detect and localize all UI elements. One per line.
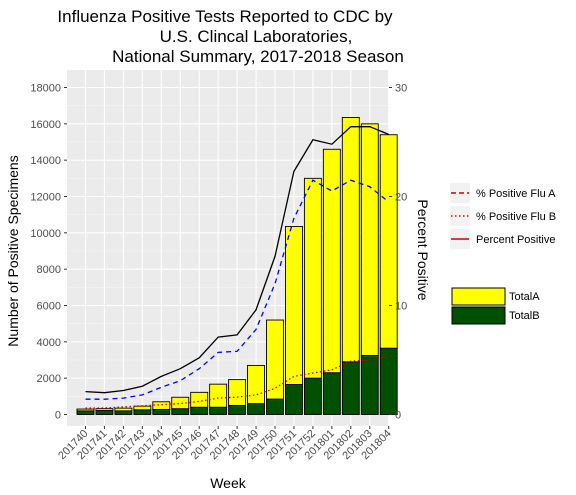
legend-bar-swatch [451, 287, 506, 306]
y-tick-label: 0 [55, 410, 61, 422]
x-axis-ticks: 2017402017412017422017432017442017452017… [56, 426, 394, 462]
chart-title-line-1: Influenza Positive Tests Reported to CDC… [57, 7, 393, 26]
y-tick-label: 14000 [30, 155, 61, 167]
bar-totalb [76, 410, 95, 415]
y2-tick-label: 0 [395, 410, 401, 422]
legend-label: Percent Positive [476, 234, 555, 246]
bar-totala [209, 383, 228, 408]
bar-totala [228, 379, 247, 406]
legend-label: TotalB [509, 310, 540, 322]
y-axis-label: Number of Positive Specimens [5, 155, 21, 346]
bar-totalb [303, 377, 322, 415]
y-tick-label: 18000 [30, 83, 61, 95]
bar-totala [133, 405, 152, 411]
y2-tick-label: 20 [395, 192, 407, 204]
chart-title-line-3: National Summary, 2017-2018 Season [112, 47, 404, 66]
bar-totala [341, 117, 360, 363]
bar-totalb [247, 403, 266, 415]
bar-totalb [133, 409, 152, 415]
bar-totala [152, 401, 171, 410]
bar-totala [379, 134, 398, 349]
y-axis-ticks: 0 2000 4000 6000 8000 10000 12000 14000 16000 180… [30, 83, 67, 422]
y-tick-label: 4000 [37, 337, 61, 349]
bar-totala [247, 365, 266, 405]
legend-bar-swatch [451, 306, 506, 325]
bar-totalb [228, 404, 247, 415]
bar-totala [95, 408, 114, 411]
y2-tick-label: 30 [395, 83, 407, 95]
bar-totala [360, 123, 379, 356]
y2-axis-ticks: 0 10 20 30 [389, 83, 407, 422]
legend-label: TotalA [509, 291, 540, 303]
bar-totala [266, 319, 284, 400]
line-legend: % Positive Flu A % Positive Flu B Percent … [450, 183, 556, 249]
bar-totala [285, 226, 303, 385]
bar-totala [190, 391, 209, 408]
bar-totala [76, 408, 95, 412]
bar-totalb [114, 410, 133, 415]
y2-axis-label: Percent Positive [415, 199, 431, 300]
bar-totalb [379, 347, 398, 415]
bar-totalb [95, 410, 114, 415]
bar-totalb [360, 355, 379, 415]
y-tick-label: 16000 [30, 119, 61, 131]
y-tick-label: 10000 [30, 228, 61, 240]
bar-legend: TotalA TotalB [451, 287, 540, 325]
y2-tick-label: 10 [395, 301, 407, 313]
bar-totala [114, 407, 133, 412]
bar-totalb [152, 408, 171, 415]
chart-title-line-2: U.S. Clincal Laboratories, [160, 27, 353, 46]
bar-totalb [266, 398, 284, 415]
y-tick-label: 12000 [30, 192, 61, 204]
legend-label: % Positive Flu A [476, 188, 556, 200]
line-positive-flu-a [85, 179, 390, 400]
bar-totala [322, 148, 341, 374]
bar-totalb [322, 372, 341, 415]
y-tick-label: 8000 [37, 264, 61, 276]
bar-totalb [190, 406, 209, 415]
bar-totalb [341, 361, 360, 415]
line-percent-positive [85, 126, 389, 394]
x-axis-label: Week [210, 475, 247, 491]
legend-label: % Positive Flu B [476, 211, 556, 223]
bar-totala [303, 177, 322, 379]
bar-totalb [171, 408, 190, 415]
chart-title: Influenza Positive Tests Reported to CDC… [57, 7, 403, 66]
bar-totalb [209, 406, 228, 415]
y-tick-label: 6000 [37, 301, 61, 313]
y-tick-label: 2000 [37, 373, 61, 385]
bar-totala [171, 396, 190, 410]
lines [85, 126, 390, 409]
bar-totalb [285, 384, 303, 415]
bars [76, 117, 398, 415]
line-positive-flu-b [85, 354, 389, 409]
